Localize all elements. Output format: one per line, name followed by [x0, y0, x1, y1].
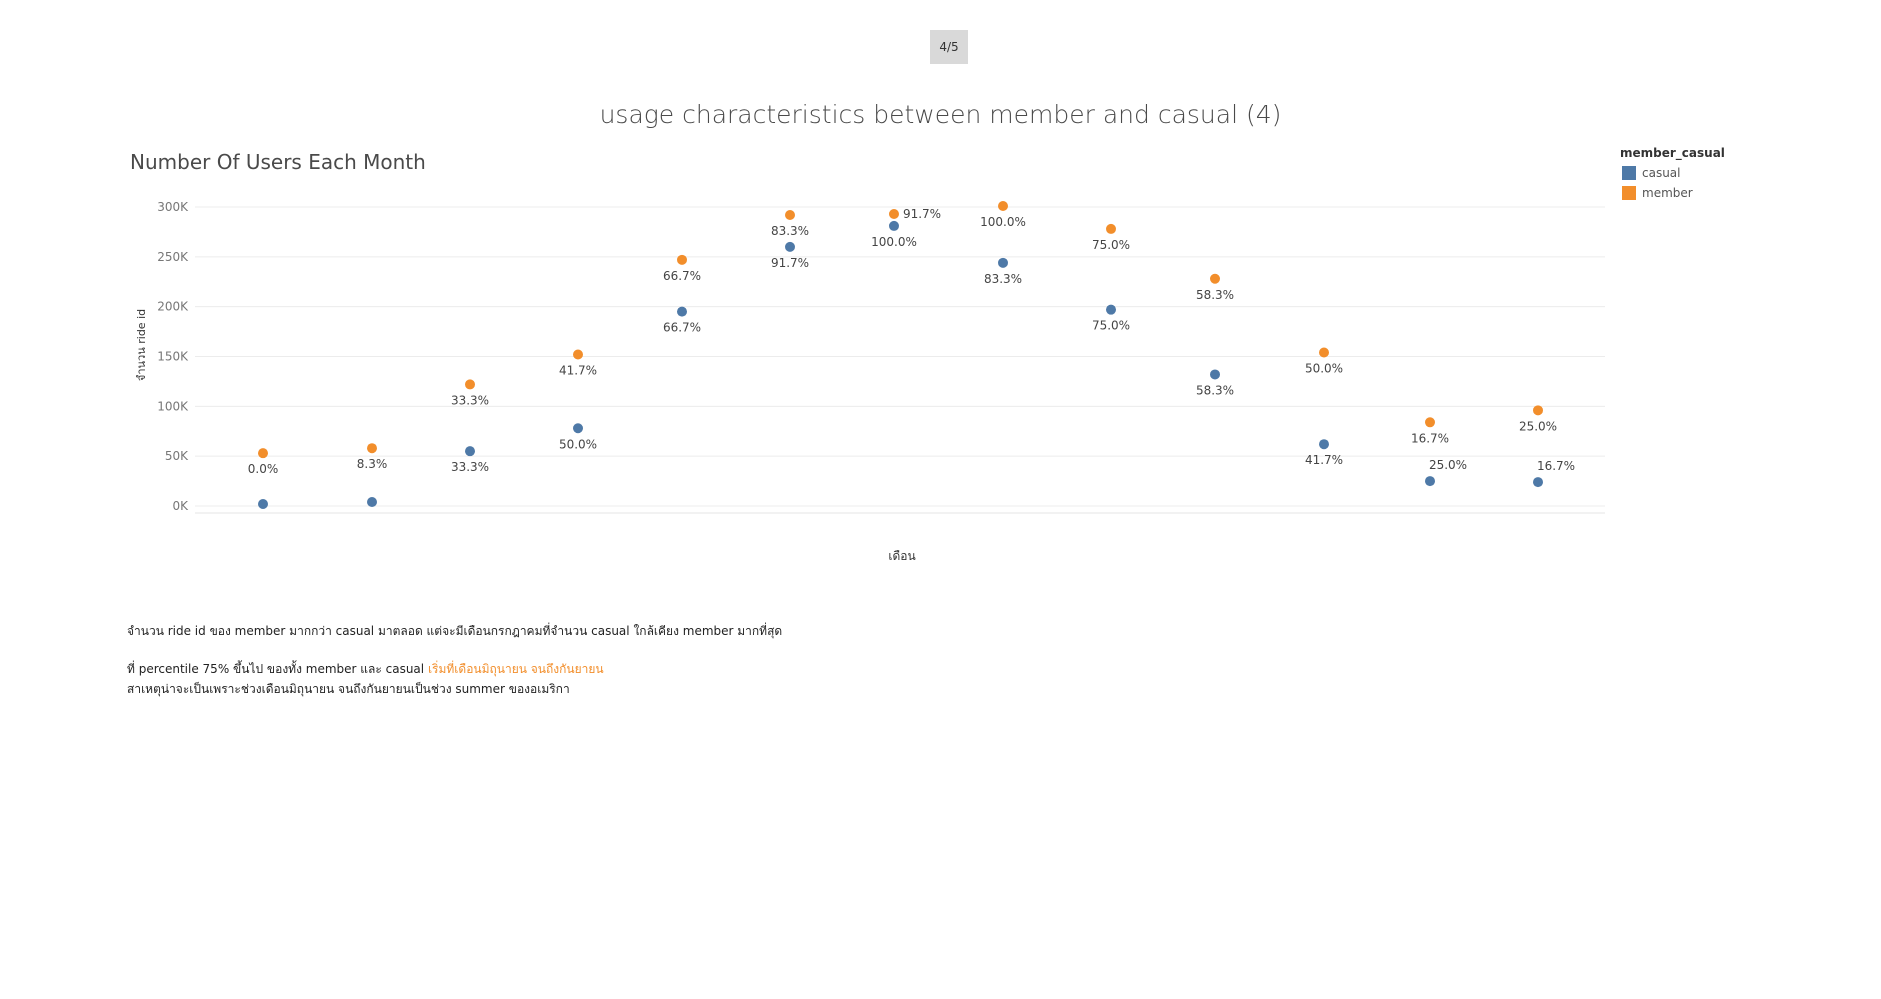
- member-point[interactable]: [1425, 417, 1435, 428]
- member-point[interactable]: [785, 209, 795, 220]
- dashboard-title: usage characteristics between member and…: [599, 100, 1282, 129]
- legend-item-member[interactable]: member: [1620, 183, 1725, 203]
- note-line-1: จำนวน ride id ของ member มากกว่า casual …: [127, 624, 783, 638]
- member-data-label: 75.0%: [1092, 238, 1130, 252]
- casual-point[interactable]: [573, 423, 583, 434]
- member-point[interactable]: [889, 208, 899, 219]
- notes-text: จำนวน ride id ของ member มากกว่า casual …: [127, 621, 782, 699]
- note-line-2-text: ที่ percentile 75% ขึ้นไป ของทั้ง member…: [127, 662, 428, 676]
- casual-data-label: 66.7%: [663, 321, 701, 335]
- member-data-label: 0.0%: [248, 462, 279, 476]
- casual-point[interactable]: [465, 446, 475, 457]
- casual-data-label: 100.0%: [871, 235, 917, 249]
- y-axis: 0K 50K 100K 150K 200K 250K 300K: [157, 200, 1605, 514]
- member-data-label: 58.3%: [1196, 288, 1234, 302]
- casual-data-label: 41.7%: [1305, 453, 1343, 467]
- scatter-chart: 0K 50K 100K 150K 200K 250K 300K 33.3% 50.0% 66.7…: [135, 200, 1605, 563]
- member-data-label: 100.0%: [980, 215, 1026, 229]
- member-point[interactable]: [998, 201, 1008, 212]
- legend-swatch-member: [1622, 186, 1636, 200]
- legend-item-casual[interactable]: casual: [1620, 163, 1725, 183]
- casual-point[interactable]: [1106, 304, 1116, 315]
- chart-title: Number Of Users Each Month: [130, 150, 426, 174]
- casual-point[interactable]: [998, 257, 1008, 268]
- member-data-label: 83.3%: [771, 224, 809, 238]
- member-point[interactable]: [1106, 223, 1116, 234]
- casual-data-label: 83.3%: [984, 272, 1022, 286]
- member-point[interactable]: [465, 379, 475, 390]
- member-point[interactable]: [258, 448, 268, 459]
- member-point[interactable]: [1210, 273, 1220, 284]
- y-tick-label: 0K: [172, 499, 189, 513]
- note-line-2: ที่ percentile 75% ขึ้นไป ของทั้ง member…: [127, 659, 782, 679]
- casual-data-label: 16.7%: [1537, 459, 1575, 473]
- casual-point[interactable]: [258, 499, 268, 510]
- page-indicator-button[interactable]: 4/5: [930, 30, 968, 64]
- member-data-label: 50.0%: [1305, 362, 1343, 376]
- y-axis-label: จำนวน ride id: [135, 309, 148, 381]
- member-data-label: 8.3%: [357, 457, 388, 471]
- member-data-label: 91.7%: [903, 207, 941, 221]
- member-point[interactable]: [1533, 405, 1543, 416]
- casual-point[interactable]: [367, 497, 377, 508]
- legend-title: member_casual: [1620, 146, 1725, 160]
- casual-point[interactable]: [1210, 369, 1220, 380]
- y-tick-label: 150K: [157, 350, 189, 364]
- casual-point[interactable]: [1319, 439, 1329, 450]
- gridlines: [195, 206, 1605, 507]
- data-points: [258, 201, 1543, 510]
- member-data-label: 16.7%: [1411, 431, 1449, 445]
- member-data-label: 33.3%: [451, 393, 489, 407]
- note-line-3: สาเหตุน่าจะเป็นเพราะช่วงเดือนมิถุนายน จน…: [127, 682, 570, 696]
- casual-point[interactable]: [1533, 477, 1543, 488]
- y-tick-label: 100K: [157, 399, 189, 413]
- legend-label: casual: [1642, 166, 1681, 180]
- member-point[interactable]: [367, 443, 377, 454]
- member-point[interactable]: [573, 349, 583, 360]
- legend-swatch-casual: [1622, 166, 1636, 180]
- note-line-2-highlight: เริ่มที่เดือนมิถุนายน จนถึงกันยายน: [427, 662, 604, 676]
- casual-point[interactable]: [889, 220, 899, 231]
- data-labels: 33.3% 50.0% 66.7% 91.7% 100.0% 83.3% 75.0% 58.3…: [248, 207, 1575, 476]
- legend: member_casual casual member: [1620, 146, 1725, 203]
- casual-data-label: 33.3%: [451, 460, 489, 474]
- legend-label: member: [1642, 186, 1693, 200]
- member-data-label: 66.7%: [663, 269, 701, 283]
- y-tick-label: 200K: [157, 300, 189, 314]
- member-data-label: 25.0%: [1519, 419, 1557, 433]
- member-point[interactable]: [1319, 347, 1329, 358]
- casual-data-label: 91.7%: [771, 256, 809, 270]
- member-point[interactable]: [677, 254, 687, 265]
- y-tick-label: 300K: [157, 200, 189, 214]
- casual-point[interactable]: [1425, 476, 1435, 487]
- x-axis-label: เดือน: [888, 549, 915, 563]
- y-tick-label: 50K: [165, 449, 189, 463]
- casual-data-label: 50.0%: [559, 437, 597, 451]
- casual-point[interactable]: [677, 306, 687, 317]
- y-tick-label: 250K: [157, 250, 189, 264]
- casual-data-label: 25.0%: [1429, 458, 1467, 472]
- casual-data-label: 75.0%: [1092, 319, 1130, 333]
- member-data-label: 41.7%: [559, 364, 597, 378]
- casual-data-label: 58.3%: [1196, 383, 1234, 397]
- casual-point[interactable]: [785, 241, 795, 252]
